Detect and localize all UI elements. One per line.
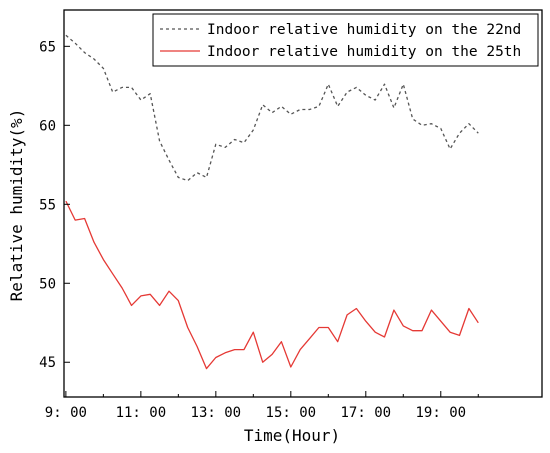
legend-box [152,13,539,67]
x-axis-title: Time(Hour) [244,426,340,445]
y-tick-label: 50 [39,276,56,292]
x-tick-label: 9: 00 [45,405,87,421]
series-line-1 [65,200,479,370]
y-tick-label: 45 [39,355,56,371]
y-axis-title: Relative humidity(%) [7,109,26,302]
plot-frame [63,9,543,398]
legend-label-22nd: Indoor relative humidity on the 22nd [207,22,521,38]
ticks-layer: 45 50 55 60 65 9: 00 11: 00 13: 00 15: 00 17: 00 1… [39,39,479,421]
legend-label-25th: Indoor relative humidity on the 25th [207,44,521,60]
x-tick-label: 11: 00 [116,405,167,421]
y-tick-label: 60 [39,118,56,134]
series-layer [65,34,479,370]
y-tick-label: 65 [39,39,56,55]
x-tick-label: 19: 00 [415,405,466,421]
x-tick-label: 15: 00 [266,405,317,421]
legend: Indoor relative humidity on the 22nd Ind… [152,13,539,67]
y-tick-label: 55 [39,197,56,213]
x-tick-label: 13: 00 [191,405,242,421]
x-tick-label: 17: 00 [341,405,392,421]
